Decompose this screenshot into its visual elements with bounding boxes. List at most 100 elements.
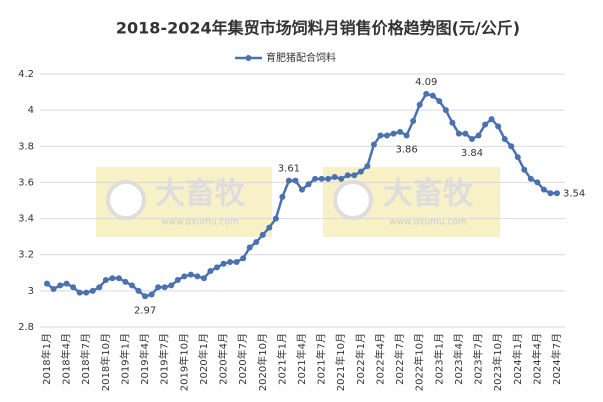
legend-label: 育肥猪配合饲料	[266, 51, 336, 64]
point	[148, 291, 155, 298]
x-tick-label: 2023年4月	[452, 333, 465, 385]
x-tick-label: 2020年1月	[197, 333, 210, 385]
point	[501, 136, 508, 143]
x-tick-label: 2022年7月	[393, 333, 406, 385]
point	[63, 280, 70, 287]
data-label: 3.54	[563, 188, 585, 199]
point	[364, 163, 371, 170]
x-tick-label: 2024年4月	[530, 333, 543, 385]
point	[527, 175, 534, 182]
point	[554, 190, 560, 197]
point	[279, 193, 286, 200]
point	[142, 293, 149, 300]
point	[83, 289, 90, 296]
data-label: 3.84	[461, 148, 483, 159]
chart-title: 2018-2024年集贸市场饲料月销售价格趋势图(元/公斤)	[116, 19, 520, 38]
point	[534, 179, 541, 186]
point	[475, 132, 482, 139]
x-tick-label: 2018年1月	[40, 333, 53, 385]
point	[187, 271, 194, 278]
point	[508, 143, 515, 150]
point	[129, 282, 135, 289]
point	[462, 130, 469, 137]
x-tick-label: 2024年7月	[550, 333, 563, 385]
point	[135, 287, 142, 294]
x-tick-label: 2019年10月	[177, 333, 190, 391]
point	[214, 264, 220, 271]
y-tick-label: 2.8	[18, 322, 34, 333]
point	[403, 132, 410, 139]
point	[442, 107, 449, 114]
point	[200, 275, 207, 282]
y-tick-label: 4.2	[18, 69, 34, 80]
point	[338, 175, 345, 182]
point	[220, 260, 227, 267]
point	[416, 101, 423, 108]
point	[495, 123, 502, 130]
x-tick-label: 2018年7月	[79, 333, 92, 385]
data-label: 3.61	[278, 164, 300, 175]
point	[397, 128, 404, 135]
point	[285, 177, 292, 184]
point	[305, 181, 312, 188]
x-tick-label: 2020年10月	[256, 333, 269, 391]
x-tick-label: 2021年10月	[334, 333, 347, 391]
x-tick-label: 2019年4月	[138, 333, 151, 385]
point	[102, 277, 109, 284]
point	[377, 132, 384, 139]
point	[384, 132, 390, 139]
watermark-site: www.dxumu.com	[161, 218, 238, 228]
point	[521, 166, 528, 173]
x-tick-label: 2021年4月	[295, 333, 308, 385]
x-tick-label: 2018年10月	[99, 333, 112, 391]
point	[429, 92, 436, 99]
point	[351, 172, 358, 179]
point	[488, 116, 495, 123]
x-tick-label: 2020年7月	[236, 333, 249, 385]
x-tick-label: 2021年1月	[275, 333, 288, 385]
data-label: 4.09	[415, 77, 437, 88]
point	[469, 136, 475, 143]
point	[482, 121, 489, 128]
point	[312, 175, 319, 182]
watermark: 大畜牧 www.dxumu.com	[96, 167, 272, 237]
point	[514, 154, 521, 161]
point	[390, 130, 397, 137]
point	[370, 141, 377, 148]
point	[57, 282, 64, 289]
point	[194, 273, 201, 280]
x-tick-label: 2023年7月	[472, 333, 485, 385]
watermark-site: www.dxumu.com	[389, 218, 466, 228]
x-tick-label: 2023年10月	[491, 333, 504, 391]
point	[272, 215, 279, 222]
point	[292, 177, 299, 184]
point	[233, 258, 240, 265]
x-tick-label: 2019年7月	[158, 333, 171, 385]
watermark-logo	[333, 180, 373, 220]
x-tick-label: 2023年1月	[432, 333, 445, 385]
point	[259, 231, 266, 238]
x-tick-label: 2022年1月	[354, 333, 367, 385]
x-tick-label: 2020年4月	[217, 333, 230, 385]
point	[318, 175, 325, 182]
point	[540, 186, 547, 193]
x-tick-label: 2022年10月	[413, 333, 426, 391]
point	[449, 119, 456, 126]
point	[115, 275, 122, 282]
point	[266, 224, 273, 231]
data-label: 3.86	[395, 144, 417, 155]
point	[122, 278, 129, 285]
data-label: 2.97	[134, 305, 156, 316]
legend-marker	[245, 55, 252, 61]
point	[331, 174, 338, 181]
watermark-logo	[106, 180, 146, 220]
y-tick-label: 3.4	[18, 214, 34, 225]
x-tick-label: 2022年4月	[373, 333, 386, 385]
y-tick-label: 3	[28, 286, 34, 297]
point	[76, 289, 83, 296]
x-tick-label: 2019年1月	[118, 333, 131, 385]
y-tick-label: 3.6	[18, 177, 34, 188]
point	[155, 284, 162, 291]
point	[344, 172, 351, 179]
